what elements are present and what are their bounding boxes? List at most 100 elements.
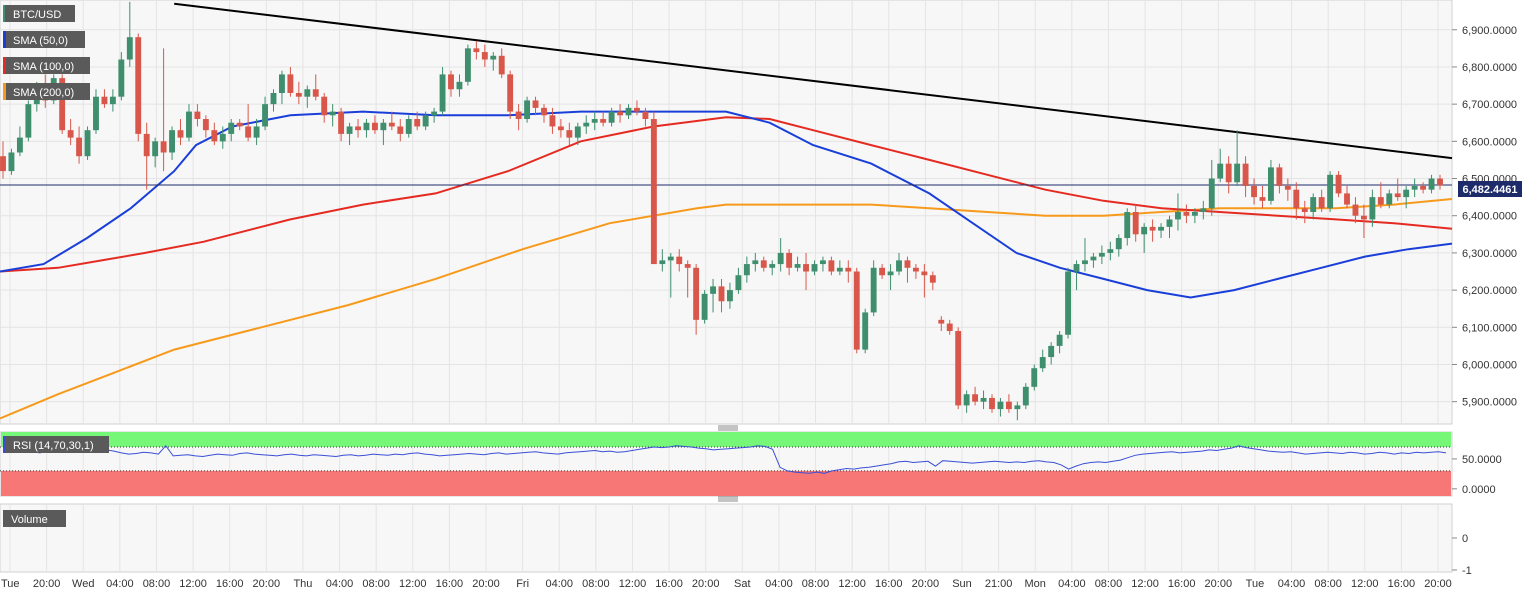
- candle-body: [1251, 185, 1257, 198]
- candle-body: [25, 104, 32, 138]
- candle-body: [1098, 252, 1105, 257]
- candle-body: [245, 126, 252, 138]
- candle-body: [659, 260, 666, 265]
- sma200-line: [0, 198, 1453, 420]
- volume-panel[interactable]: [0, 503, 1453, 573]
- legend-rsi[interactable]: RSI (14,70,30,1): [3, 436, 109, 453]
- candle-body: [1073, 264, 1080, 272]
- candle-body: [126, 37, 133, 60]
- candle-body: [879, 267, 886, 276]
- legend-volume-label: Volume: [11, 514, 48, 526]
- candle-body: [997, 401, 1004, 410]
- time-tick-label: 20:00: [1205, 578, 1233, 590]
- time-tick-label: Mon: [1025, 578, 1046, 590]
- candle-body: [1318, 197, 1325, 209]
- panel-resize-handle-2[interactable]: [718, 496, 738, 502]
- candle-body: [464, 48, 471, 82]
- candle-body: [1259, 197, 1266, 201]
- time-tick-label: 20:00: [692, 578, 720, 590]
- candle-body: [194, 111, 201, 120]
- legend-instrument[interactable]: BTC/USD: [3, 5, 75, 22]
- candle-body: [456, 81, 463, 90]
- time-tick-label: 08:00: [362, 578, 390, 590]
- candle-body: [228, 122, 235, 134]
- candle-body: [1022, 386, 1029, 406]
- legend-volume[interactable]: Volume: [3, 510, 66, 527]
- candle-body: [600, 119, 607, 123]
- candle-body: [862, 312, 869, 350]
- legend-sma200[interactable]: SMA (200,0): [3, 83, 90, 100]
- candle-body: [1437, 178, 1443, 186]
- time-tick-label: 08:00: [1095, 578, 1123, 590]
- candle-body: [1327, 174, 1334, 209]
- candle-body: [828, 260, 835, 272]
- volume-tick-label: 0: [1462, 533, 1468, 545]
- candle-body: [718, 286, 725, 302]
- panel-resize-handle-1[interactable]: [718, 425, 738, 431]
- candle-body: [431, 111, 438, 116]
- time-tick-label: 16:00: [1388, 578, 1416, 590]
- candle-body: [1115, 238, 1122, 250]
- candle-body: [667, 256, 674, 261]
- candle-body: [93, 96, 99, 131]
- price-tick-label: 6,600.0000: [1462, 136, 1517, 148]
- time-tick-label: 20:00: [33, 578, 61, 590]
- rsi-tick-label: 0.0000: [1462, 484, 1496, 496]
- price-tick-label: 6,100.0000: [1462, 322, 1517, 334]
- candle-body: [498, 55, 505, 75]
- candle-body: [16, 137, 23, 153]
- legend-sma100[interactable]: SMA (100,0): [3, 57, 90, 74]
- price-tick-label: 6,700.0000: [1462, 99, 1517, 111]
- candle-body: [1124, 212, 1131, 239]
- candle-body: [414, 119, 421, 127]
- candle-body: [380, 122, 387, 131]
- candle-body: [896, 260, 902, 272]
- candle-body: [152, 141, 159, 157]
- candle-body: [507, 74, 514, 112]
- candle-body: [1420, 185, 1427, 190]
- candle-body: [1065, 271, 1072, 335]
- candle-body: [1369, 197, 1376, 220]
- candle-body: [1217, 163, 1224, 179]
- time-tick-label: 20:00: [912, 578, 940, 590]
- time-tick-label: 08:00: [582, 578, 610, 590]
- candle-body: [541, 107, 547, 116]
- candle-body: [1166, 219, 1173, 227]
- candle-body: [279, 74, 285, 93]
- time-tick-label: Tue: [1, 578, 20, 590]
- candle-body: [270, 92, 277, 105]
- time-tick-label: 12:00: [399, 578, 427, 590]
- candle-body: [760, 260, 767, 268]
- time-tick-label: 04:00: [326, 578, 354, 590]
- current-price-label: 6,482.4461: [1462, 184, 1517, 196]
- candle-body: [397, 126, 404, 134]
- rsi-overbought-band: [1, 432, 1451, 447]
- candle-body: [211, 130, 218, 142]
- candle-body: [710, 286, 716, 294]
- candle-body: [591, 119, 598, 123]
- candle-body: [1293, 189, 1300, 209]
- candle-body: [329, 111, 336, 116]
- sma50-line: [0, 110, 1453, 299]
- candle-body: [295, 92, 302, 97]
- candle-body: [549, 115, 556, 127]
- legend-sma100-label: SMA (100,0): [13, 61, 74, 73]
- price-tick-label: 5,900.0000: [1462, 397, 1517, 409]
- candle-body: [1158, 226, 1164, 231]
- legend-sma50[interactable]: SMA (50,0): [3, 31, 85, 48]
- candle-body: [769, 264, 776, 268]
- candle-body: [955, 331, 962, 406]
- candle-body: [473, 48, 480, 53]
- candle-body: [693, 267, 700, 320]
- candle-body: [634, 107, 640, 112]
- candle-body: [803, 264, 809, 272]
- candle-body: [490, 55, 497, 60]
- time-tick-label: 20:00: [253, 578, 281, 590]
- candle-body: [819, 260, 826, 265]
- price-tick-label: 6,900.0000: [1462, 25, 1517, 37]
- candle-body: [321, 96, 328, 116]
- candle-body: [135, 37, 142, 134]
- candle-body: [777, 252, 784, 265]
- price-tick-label: 6,200.0000: [1462, 285, 1517, 297]
